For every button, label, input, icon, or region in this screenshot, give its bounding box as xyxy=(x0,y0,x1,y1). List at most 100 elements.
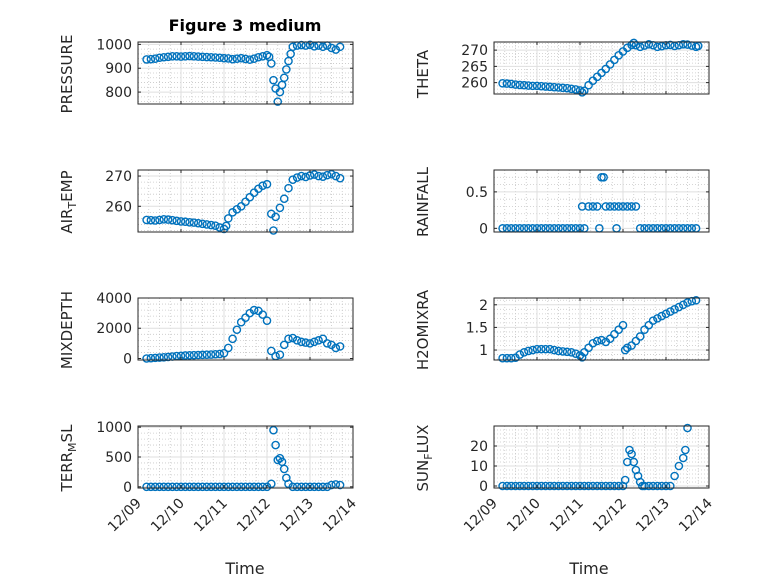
data-point xyxy=(189,350,199,360)
data-point xyxy=(498,481,507,491)
data-point xyxy=(202,350,212,360)
data-point xyxy=(629,457,639,467)
data-point xyxy=(215,349,224,359)
data-point xyxy=(168,52,177,61)
data-point xyxy=(211,482,220,492)
data-point xyxy=(146,482,156,492)
x-tick-label: 12/12 xyxy=(234,496,274,536)
data-point xyxy=(202,52,212,62)
axes-border xyxy=(137,41,354,105)
data-point xyxy=(661,481,671,491)
data-point xyxy=(648,316,658,325)
data-point xyxy=(159,214,169,224)
data-point xyxy=(605,334,615,344)
data-point xyxy=(241,197,250,207)
data-point xyxy=(292,482,302,492)
data-point xyxy=(241,482,250,492)
data-point xyxy=(322,339,332,348)
data-point xyxy=(305,482,315,492)
data-point xyxy=(198,482,207,492)
data-point xyxy=(331,171,341,181)
data-point xyxy=(172,216,181,226)
y-axis-label-mixdepth: MIXDEPTH xyxy=(58,291,76,369)
data-point xyxy=(327,480,336,490)
data-point xyxy=(335,42,345,52)
y-tick-label: 4000 xyxy=(96,291,132,307)
data-point xyxy=(206,350,216,359)
data-point xyxy=(610,329,619,339)
data-point xyxy=(524,346,533,356)
data-point xyxy=(159,482,169,492)
data-point xyxy=(515,80,525,90)
data-point xyxy=(331,343,341,353)
data-point xyxy=(629,38,639,48)
y-tick-label: 0 xyxy=(123,480,132,496)
data-point xyxy=(562,481,572,491)
data-point xyxy=(554,346,563,356)
y-tick-label: 260 xyxy=(461,76,488,92)
axes-border xyxy=(493,425,710,489)
data-point xyxy=(524,481,533,491)
data-point xyxy=(327,43,336,53)
data-point xyxy=(314,482,323,492)
data-point xyxy=(288,42,298,52)
data-point xyxy=(511,80,520,89)
data-point xyxy=(314,336,323,345)
data-point xyxy=(206,482,216,492)
data-point xyxy=(549,82,559,92)
data-point xyxy=(266,59,276,68)
y-tick-label: 900 xyxy=(105,61,132,77)
data-point xyxy=(262,50,272,60)
data-point xyxy=(515,481,525,491)
data-point xyxy=(549,345,559,355)
data-point xyxy=(545,82,555,92)
data-point xyxy=(198,350,207,360)
data-point xyxy=(627,449,636,459)
y-axis-label-sun-flux: SUNFLUX xyxy=(414,425,435,492)
y-tick-label: 1000 xyxy=(96,420,132,436)
y-tick-label: 270 xyxy=(461,43,488,59)
data-point xyxy=(219,348,229,358)
y-tick-label: 2000 xyxy=(96,321,132,337)
data-point xyxy=(249,482,259,492)
data-point xyxy=(185,351,194,360)
data-point xyxy=(236,53,246,63)
data-point xyxy=(146,54,156,64)
data-point xyxy=(249,305,259,315)
panel-pressure: Figure 3 medium PRESSURE xyxy=(58,16,321,113)
axes-pressure: 800 900 1000 xyxy=(96,37,354,106)
data-point xyxy=(163,352,173,362)
data-point xyxy=(506,79,516,89)
data-point xyxy=(279,464,289,474)
data-point xyxy=(519,348,529,357)
y-tick-label: 1.5 xyxy=(466,320,488,336)
y-tick-label: 10 xyxy=(470,459,488,475)
data-point xyxy=(223,482,233,492)
data-point xyxy=(236,317,246,327)
y-tick-label: 1000 xyxy=(96,37,132,53)
data-point xyxy=(271,440,280,450)
data-point xyxy=(571,349,581,358)
data-point xyxy=(176,217,186,226)
data-point xyxy=(691,295,701,305)
data-point xyxy=(584,80,593,90)
data-point xyxy=(683,298,692,307)
data-point xyxy=(155,215,164,225)
data-point xyxy=(618,202,628,211)
data-point xyxy=(163,52,173,62)
data-point xyxy=(185,482,194,492)
data-point xyxy=(541,344,550,354)
data-point xyxy=(282,65,291,74)
y-tick-label: 260 xyxy=(105,199,132,215)
data-point xyxy=(644,481,654,491)
data-point xyxy=(681,445,690,455)
data-point xyxy=(601,202,611,211)
data-point xyxy=(292,173,302,182)
data-point xyxy=(584,343,593,353)
data-point xyxy=(142,55,151,64)
data-point xyxy=(254,52,263,62)
data-point xyxy=(189,52,199,61)
data-point xyxy=(653,314,662,323)
data-point xyxy=(223,214,233,223)
